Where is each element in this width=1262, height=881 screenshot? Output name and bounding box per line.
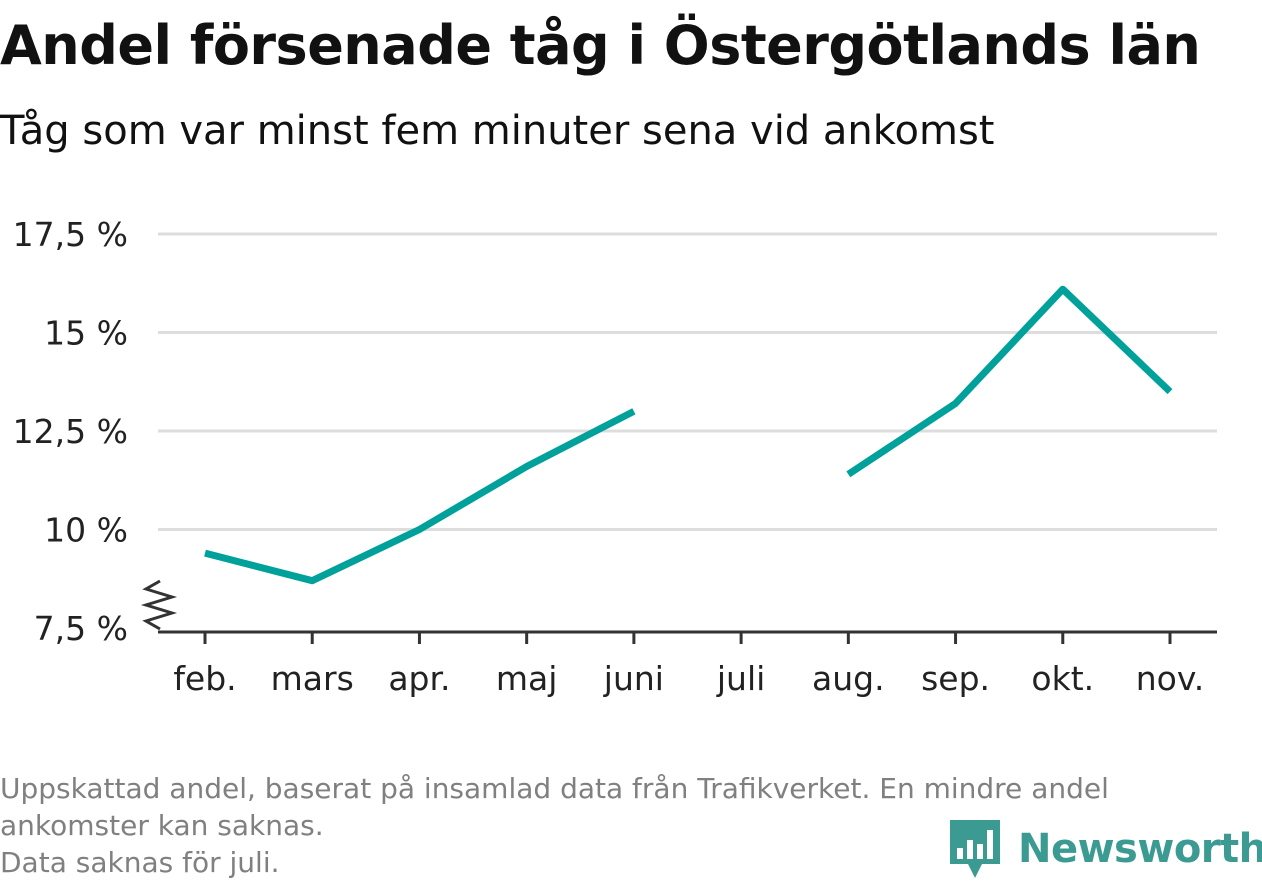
series-line-segment: [204, 408, 636, 585]
footnote-line-1: Uppskattad andel, baserat på insamlad da…: [0, 772, 1109, 805]
y-axis-break: [140, 579, 178, 631]
series-line-segment: [846, 285, 1173, 478]
x-tick-label: nov.: [1136, 659, 1205, 698]
x-axis: feb. mars apr. maj juni juli aug. sep. okt. nov.: [140, 579, 1217, 698]
x-tick-label: sep.: [921, 659, 990, 698]
line-chart: 7,5 % 10 % 12,5 % 15 % 17,5 % feb. mars apr. ma…: [13, 215, 1217, 698]
x-tick-label: okt.: [1031, 659, 1094, 698]
data-series: [204, 285, 1173, 585]
brand-name: Newsworthy: [1018, 826, 1262, 872]
bar-chart-speech-bubble-icon: [950, 820, 1000, 878]
y-tick-label: 12,5 %: [13, 412, 128, 451]
y-tick-label: 15 %: [44, 314, 128, 353]
chart-subtitle: Tåg som var minst fem minuter sena vid a…: [0, 108, 995, 154]
footnote-line-2: ankomster kan saknas.: [0, 809, 324, 842]
footnote: Uppskattad andel, baserat på insamlad da…: [0, 770, 1109, 881]
newsworthy-logo[interactable]: Newsworthy: [950, 818, 1262, 880]
y-tick-label: 17,5 %: [13, 215, 128, 254]
x-tick-label: juli: [716, 659, 765, 698]
y-tick-label: 10 %: [44, 511, 128, 550]
x-tick-label: apr.: [388, 659, 450, 698]
x-tick-label: aug.: [812, 659, 885, 698]
y-tick-label: 7,5 %: [34, 609, 128, 648]
y-axis-ticks: 7,5 % 10 % 12,5 % 15 % 17,5 %: [13, 215, 128, 648]
x-tick-label: feb.: [173, 659, 236, 698]
x-tick-label: mars: [271, 659, 354, 698]
footnote-line-3: Data saknas för juli.: [0, 846, 280, 879]
gridlines: [158, 232, 1217, 531]
chart-title: Andel försenade tåg i Östergötlands län: [0, 14, 1201, 77]
x-tick-label: maj: [496, 659, 558, 698]
x-tick-label: juni: [603, 659, 664, 698]
